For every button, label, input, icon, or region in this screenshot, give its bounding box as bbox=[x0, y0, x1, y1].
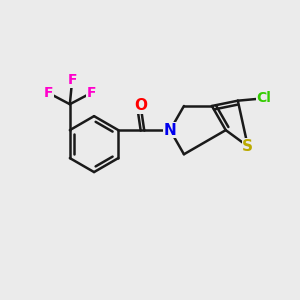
Text: F: F bbox=[68, 73, 77, 87]
Text: O: O bbox=[134, 98, 147, 113]
Text: Cl: Cl bbox=[256, 91, 271, 105]
Text: N: N bbox=[164, 123, 176, 138]
Text: F: F bbox=[44, 86, 53, 100]
Text: N: N bbox=[164, 123, 176, 138]
Text: F: F bbox=[86, 86, 96, 100]
Text: S: S bbox=[242, 139, 253, 154]
